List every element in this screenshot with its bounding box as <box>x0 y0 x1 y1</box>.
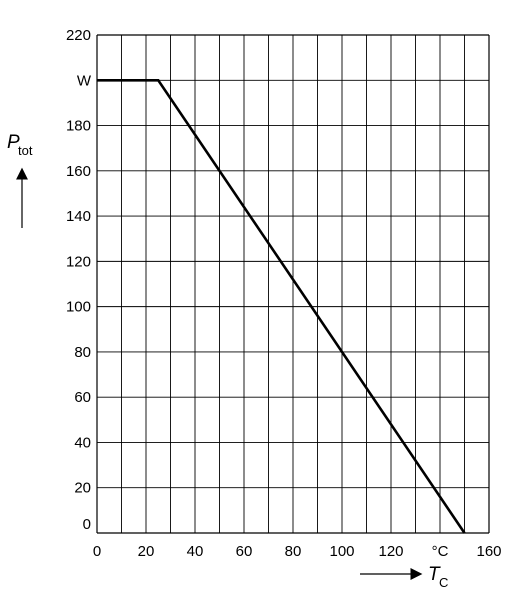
x-tick-labels: 0 20 40 60 80 100 120 °C 160 <box>93 543 502 560</box>
y-tick-label: 160 <box>66 163 91 180</box>
x-tick-label: 80 <box>285 543 302 560</box>
y-tick-label: 140 <box>66 208 91 225</box>
grid <box>96 34 490 534</box>
y-tick-label: 20 <box>74 480 91 497</box>
y-tick-label: 120 <box>66 253 91 270</box>
y-axis-symbol: P <box>7 132 20 153</box>
y-tick-label: 60 <box>74 389 91 406</box>
x-axis-symbol: T <box>428 564 441 585</box>
y-tick-label: 80 <box>74 344 91 361</box>
x-axis-title: T C <box>360 564 448 590</box>
y-tick-labels: 0 20 40 60 80 100 120 140 160 180 W 220 <box>66 27 92 533</box>
y-axis-subscript: tot <box>18 143 33 158</box>
x-tick-label: 0 <box>93 543 101 560</box>
x-tick-label: 160 <box>476 543 501 560</box>
x-tick-label: 100 <box>329 543 354 560</box>
y-tick-label: 40 <box>74 434 91 451</box>
x-tick-label: 120 <box>378 543 403 560</box>
x-tick-label: 40 <box>187 543 204 560</box>
y-tick-label: 100 <box>66 299 91 316</box>
x-tick-label: 60 <box>236 543 253 560</box>
series-layer <box>96 78 466 534</box>
x-tick-label: °C <box>432 543 449 560</box>
y-tick-label: 180 <box>66 118 91 135</box>
x-axis-subscript: C <box>439 575 448 590</box>
y-axis-title: P tot <box>7 132 33 228</box>
y-tick-label: 0 <box>83 516 91 533</box>
x-tick-label: 20 <box>138 543 155 560</box>
y-tick-label: W <box>77 72 92 89</box>
y-tick-label: 220 <box>66 27 91 44</box>
